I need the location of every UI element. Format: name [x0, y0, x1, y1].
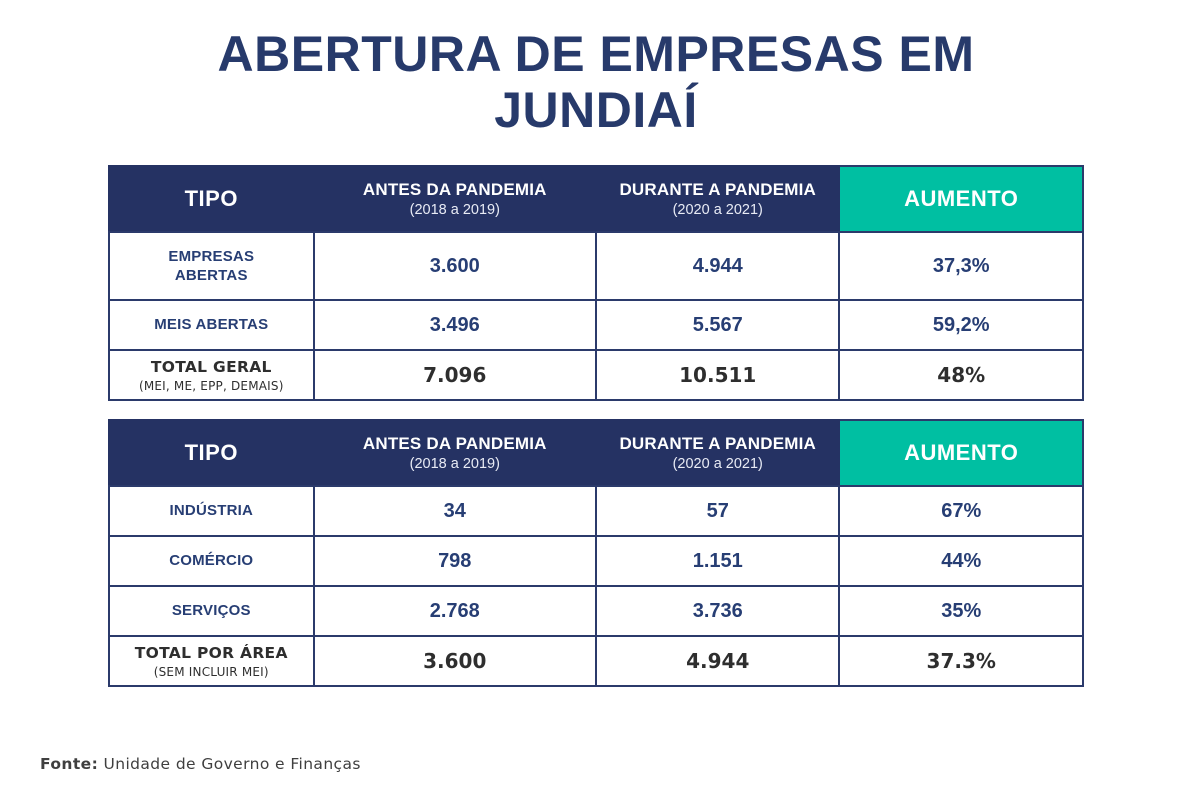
header-label-tipo: TIPO: [184, 186, 238, 211]
value-durante: 4.944: [594, 635, 841, 687]
row-label-cell: TOTAL POR ÁREA (SEM INCLUIR MEI): [108, 635, 315, 687]
value-aumento: 37,3%: [838, 231, 1084, 301]
value-antes: 798: [312, 535, 597, 587]
page-title-line1: ABERTURA DE EMPRESAS EM: [217, 26, 975, 82]
header-sub-durante: (2020 a 2021): [672, 456, 763, 472]
header-label-aumento: AUMENTO: [904, 186, 1019, 211]
table-empresas-abertas: TIPO ANTES DA PANDEMIA (2018 a 2019) DUR…: [108, 165, 1084, 401]
row-label-cell: MEIS ABERTAS: [108, 299, 315, 351]
header-sub-durante: (2020 a 2021): [672, 202, 763, 218]
value-durante: 10.511: [594, 349, 841, 401]
header-cell-durante: DURANTE A PANDEMIA (2020 a 2021): [594, 165, 841, 233]
page-title-line2: JUNDIAÍ: [494, 82, 698, 138]
value-durante: 4.944: [594, 231, 841, 301]
value-aumento: 35%: [838, 585, 1084, 637]
row-label-cell: EMPRESAS ABERTAS: [108, 231, 315, 301]
value-antes: 34: [312, 485, 597, 537]
value-antes: 7.096: [312, 349, 597, 401]
table-por-area: TIPO ANTES DA PANDEMIA (2018 a 2019) DUR…: [108, 419, 1084, 687]
value-aumento: 48%: [838, 349, 1084, 401]
header-sub-antes: (2018 a 2019): [409, 202, 500, 218]
value-antes: 3.600: [312, 635, 597, 687]
row-label: TOTAL POR ÁREA: [134, 644, 288, 663]
header-cell-tipo: TIPO: [108, 419, 315, 487]
header-label-tipo: TIPO: [184, 440, 238, 465]
header-cell-antes: ANTES DA PANDEMIA (2018 a 2019): [312, 165, 597, 233]
header-label-aumento: AUMENTO: [904, 440, 1019, 465]
value-durante: 5.567: [594, 299, 841, 351]
table-row-industria: INDÚSTRIA 34 57 67%: [108, 485, 1084, 537]
source-label: Fonte:: [40, 755, 99, 773]
value-durante: 1.151: [594, 535, 841, 587]
table-row-meis-abertas: MEIS ABERTAS 3.496 5.567 59,2%: [108, 299, 1084, 351]
value-antes: 3.600: [312, 231, 597, 301]
header-cell-antes: ANTES DA PANDEMIA (2018 a 2019): [312, 419, 597, 487]
table-row-servicos: SERVIÇOS 2.768 3.736 35%: [108, 585, 1084, 637]
row-label-cell: COMÉRCIO: [108, 535, 315, 587]
header-sub-antes: (2018 a 2019): [409, 456, 500, 472]
table-row-comercio: COMÉRCIO 798 1.151 44%: [108, 535, 1084, 587]
row-label-cell: TOTAL GERAL (MEI, ME, EPP, DEMAIS): [108, 349, 315, 401]
row-label: SERVIÇOS: [171, 602, 251, 620]
row-label-cell: INDÚSTRIA: [108, 485, 315, 537]
tables-container: TIPO ANTES DA PANDEMIA (2018 a 2019) DUR…: [108, 165, 1084, 687]
value-durante: 57: [594, 485, 841, 537]
header-cell-durante: DURANTE A PANDEMIA (2020 a 2021): [594, 419, 841, 487]
table-row-total-por-area: TOTAL POR ÁREA (SEM INCLUIR MEI) 3.600 4…: [108, 635, 1084, 687]
table-row-empresas-abertas: EMPRESAS ABERTAS 3.600 4.944 37,3%: [108, 231, 1084, 301]
value-aumento: 59,2%: [838, 299, 1084, 351]
row-label: MEIS ABERTAS: [154, 316, 269, 334]
source-text: Unidade de Governo e Finanças: [103, 755, 361, 773]
header-label-durante: DURANTE A PANDEMIA: [619, 434, 817, 453]
value-durante: 3.736: [594, 585, 841, 637]
header-cell-aumento: AUMENTO: [838, 419, 1084, 487]
value-antes: 2.768: [312, 585, 597, 637]
value-aumento: 37.3%: [838, 635, 1084, 687]
value-aumento: 67%: [838, 485, 1084, 537]
row-label-cell: SERVIÇOS: [108, 585, 315, 637]
row-label-sub: (MEI, ME, EPP, DEMAIS): [138, 378, 284, 393]
row-label: COMÉRCIO: [169, 552, 254, 570]
header-cell-tipo: TIPO: [108, 165, 315, 233]
header-cell-aumento: AUMENTO: [838, 165, 1084, 233]
value-aumento: 44%: [838, 535, 1084, 587]
header-row: TIPO ANTES DA PANDEMIA (2018 a 2019) DUR…: [108, 165, 1084, 233]
table-row-total-geral: TOTAL GERAL (MEI, ME, EPP, DEMAIS) 7.096…: [108, 349, 1084, 401]
value-antes: 3.496: [312, 299, 597, 351]
row-label: TOTAL GERAL: [150, 358, 272, 377]
header-label-antes: ANTES DA PANDEMIA: [362, 180, 547, 199]
header-label-antes: ANTES DA PANDEMIA: [362, 434, 547, 453]
row-label: EMPRESAS ABERTAS: [168, 247, 255, 285]
row-label-sub: (SEM INCLUIR MEI): [153, 664, 269, 679]
row-label: INDÚSTRIA: [169, 502, 253, 520]
header-row: TIPO ANTES DA PANDEMIA (2018 a 2019) DUR…: [108, 419, 1084, 487]
page-title: ABERTURA DE EMPRESAS EM JUNDIAÍ: [0, 26, 1192, 138]
header-label-durante: DURANTE A PANDEMIA: [619, 180, 817, 199]
source-note: Fonte: Unidade de Governo e Finanças: [40, 755, 361, 773]
